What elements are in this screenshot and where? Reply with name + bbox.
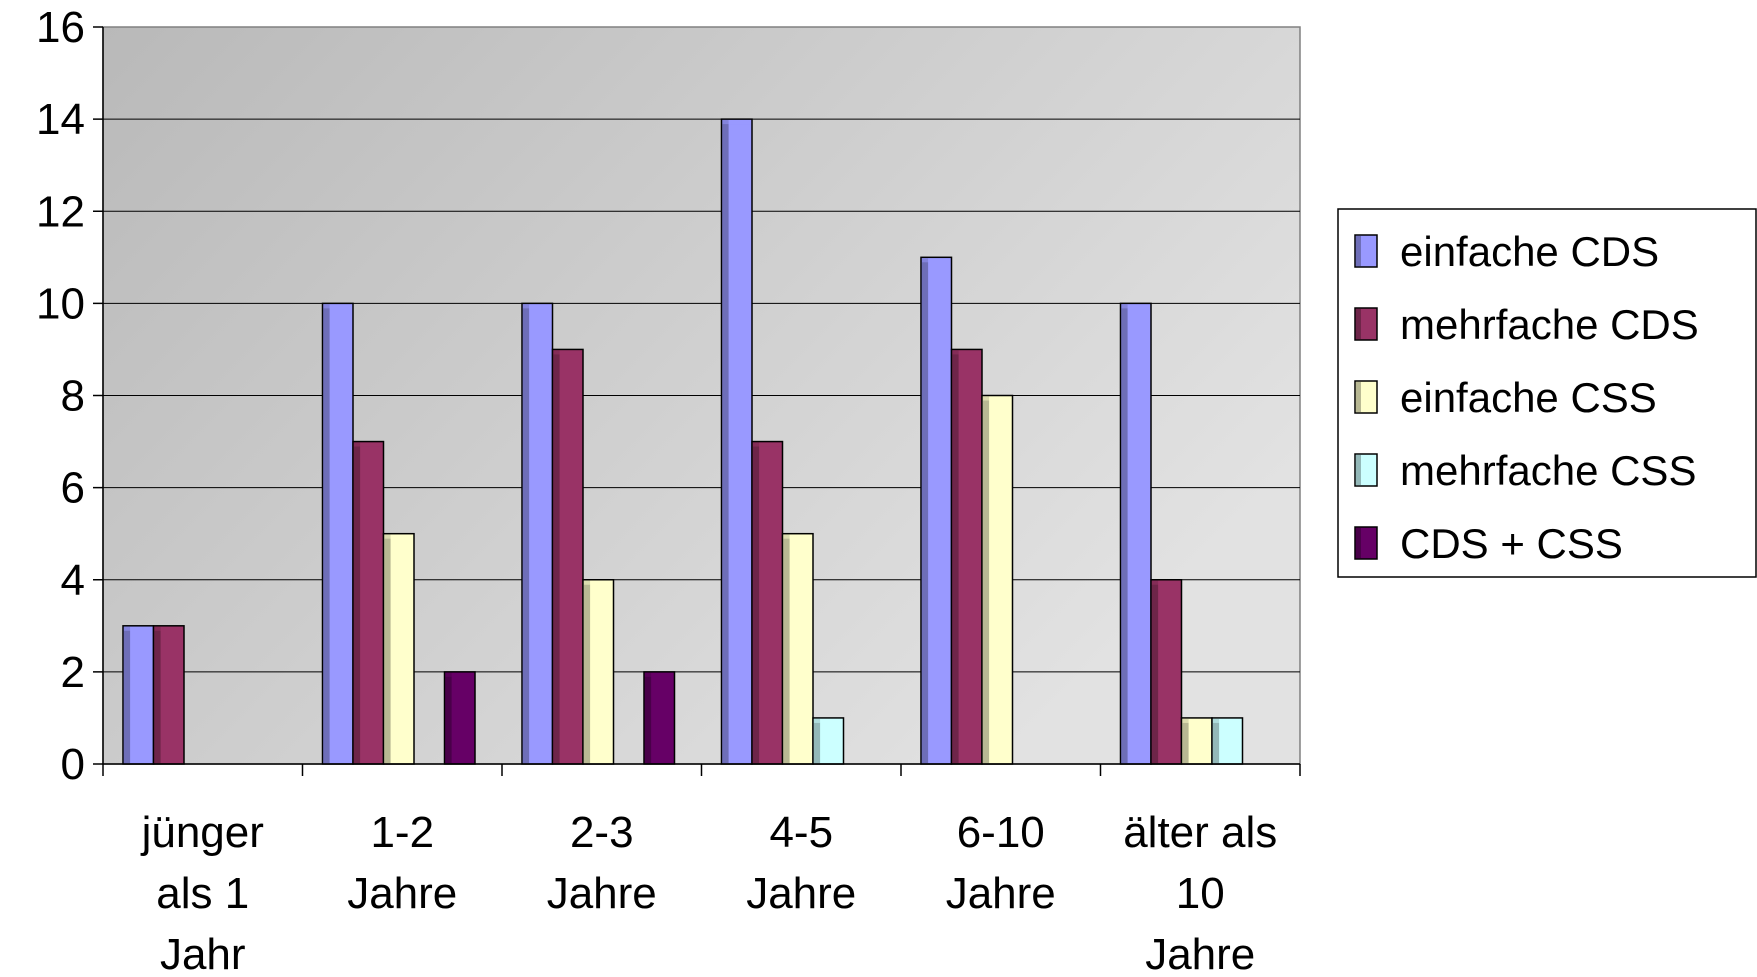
category-label-line: als 1 [156, 869, 249, 918]
bar [122, 625, 155, 765]
category-label: 6-10 Jahre [946, 808, 1056, 918]
legend: einfache CDS mehrfache CDS einfache CSS meh… [1337, 208, 1757, 578]
category-label: 2-3 Jahre [547, 808, 657, 918]
legend-box [1337, 208, 1757, 578]
y-tick-label: 8 [61, 372, 85, 421]
bar [321, 302, 354, 765]
bar [643, 671, 676, 765]
category-label-line: Jahre [1145, 930, 1255, 977]
bar [720, 118, 753, 765]
legend-label: mehrfache CSS [1400, 447, 1696, 494]
y-tick-label: 0 [61, 740, 85, 789]
bar [382, 532, 415, 765]
y-tick-label: 4 [61, 556, 85, 605]
bar [812, 717, 845, 765]
y-tick-labels: 0 2 4 6 8 10 12 14 16 [36, 3, 85, 789]
category-label-line: 2-3 [570, 808, 634, 857]
bar [950, 348, 983, 765]
y-tick-label: 14 [36, 95, 85, 144]
category-label: 1-2 Jahre [347, 808, 457, 918]
y-tick-label: 16 [36, 3, 85, 52]
legend-label: einfache CSS [1400, 374, 1657, 421]
legend-item: einfache CSS [1354, 374, 1657, 421]
bar [981, 394, 1014, 765]
y-tick-label: 10 [36, 279, 85, 328]
bar [751, 440, 784, 765]
legend-item: mehrfache CSS [1354, 447, 1696, 494]
category-label-line: 10 [1176, 869, 1225, 918]
bar [920, 256, 953, 765]
y-tick-label: 12 [36, 187, 85, 236]
legend-label: einfache CDS [1400, 228, 1659, 275]
category-label-line: jünger [140, 808, 264, 857]
bar [1211, 717, 1244, 765]
category-label: jünger als 1 Jahr [140, 808, 264, 977]
category-label-line: Jahre [347, 869, 457, 918]
bar [1150, 579, 1183, 765]
category-label-line: Jahre [746, 869, 856, 918]
category-label-line: Jahre [547, 869, 657, 918]
category-label-line: älter als [1123, 808, 1277, 857]
legend-item: CDS + CSS [1354, 520, 1623, 567]
bars [122, 118, 1244, 765]
y-tick-label: 2 [61, 648, 85, 697]
legend-item: einfache CDS [1354, 228, 1659, 275]
bar [582, 579, 615, 765]
bar [551, 348, 584, 765]
category-label-line: Jahr [160, 930, 246, 977]
bar [1119, 302, 1152, 765]
legend-label: CDS + CSS [1400, 520, 1623, 567]
bar [1180, 717, 1213, 765]
bar [521, 302, 554, 765]
bar [443, 671, 476, 765]
axes [93, 26, 1301, 776]
bar [781, 532, 814, 765]
category-label: älter als 10 Jahre [1123, 808, 1277, 977]
bar [152, 625, 185, 765]
legend-label: mehrfache CDS [1400, 301, 1699, 348]
category-label-line: 1-2 [370, 808, 434, 857]
legend-item: mehrfache CDS [1354, 301, 1699, 348]
y-tick-label: 6 [61, 464, 85, 513]
category-label-line: Jahre [946, 869, 1056, 918]
gridlines [103, 118, 1300, 673]
bar [352, 440, 385, 765]
category-label-line: 6-10 [957, 808, 1045, 857]
category-label: 4-5 Jahre [746, 808, 856, 918]
category-label-line: 4-5 [769, 808, 833, 857]
